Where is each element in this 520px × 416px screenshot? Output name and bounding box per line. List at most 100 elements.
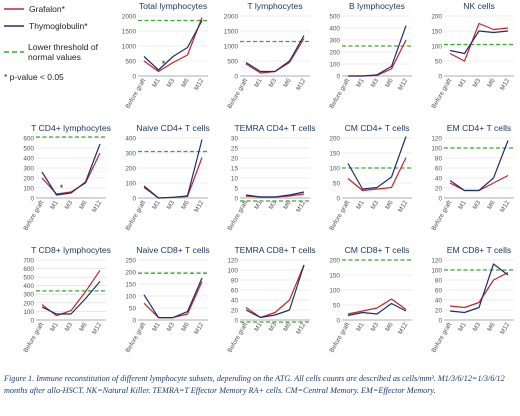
y-tick-label: 500	[227, 58, 238, 65]
legend-threshold-label: Lower threshold of normal values	[28, 42, 98, 62]
x-tick-label: M3	[64, 321, 75, 333]
thymoglobulin-line	[245, 35, 305, 73]
figure-panel-grid: Grafalon* Thymoglobulin* Lower threshold…	[4, 1, 514, 354]
x-tick-label: M3	[166, 321, 177, 333]
y-tick-label: 20	[231, 155, 239, 162]
y-tick-label: 500	[125, 58, 136, 65]
y-tick-label: 200	[125, 165, 136, 172]
thymoglobulin-line	[449, 140, 509, 192]
y-tick-label: 200	[23, 175, 34, 182]
y-tick-label: 250	[125, 257, 136, 264]
y-tick-label: 300	[23, 292, 34, 299]
x-tick-label: M3	[268, 77, 279, 89]
chart-title: Naive CD8+ T cells	[136, 245, 209, 255]
x-tick-label: Before graft	[328, 199, 351, 232]
x-tick-label: M12	[397, 321, 410, 336]
x-tick-label: M6	[78, 199, 89, 211]
y-tick-label: 100	[431, 43, 442, 50]
thymoglobulin-line	[41, 143, 101, 196]
y-tick-label: 1500	[122, 28, 137, 35]
y-tick-label: 200	[23, 300, 34, 307]
y-tick-label: 400	[125, 135, 136, 142]
y-tick-label: 200	[329, 49, 340, 56]
legend-pvalue-note: * p-value < 0.05	[4, 72, 64, 82]
x-tick-label: M12	[193, 77, 206, 92]
significance-star: *	[60, 183, 64, 193]
y-tick-label: 100	[431, 267, 442, 274]
y-tick-label: 0	[438, 195, 442, 202]
x-tick-label: M6	[282, 77, 293, 89]
x-tick-label: M12	[91, 321, 104, 336]
y-tick-label: 600	[23, 266, 34, 273]
y-tick-label: 50	[129, 305, 137, 312]
y-tick-label: 20	[231, 307, 239, 314]
y-tick-label: 2000	[224, 13, 239, 20]
y-tick-label: 100	[431, 145, 442, 152]
y-tick-label: 0	[234, 195, 238, 202]
x-tick-label: M3	[370, 321, 381, 333]
y-tick-label: 100	[227, 267, 238, 274]
y-tick-label: 150	[431, 28, 442, 35]
x-tick-label: M1	[49, 199, 60, 211]
y-tick-label: 500	[329, 13, 340, 20]
x-tick-label: M6	[486, 321, 497, 333]
y-tick-label: 40	[435, 175, 443, 182]
y-tick-label: 60	[231, 287, 239, 294]
y-tick-label: 20	[435, 307, 443, 314]
thymoglobulin-line	[449, 30, 509, 55]
y-tick-label: 60	[435, 165, 443, 172]
y-tick-label: 2000	[122, 13, 137, 20]
y-tick-label: 150	[329, 272, 340, 279]
y-tick-label: 25	[231, 145, 239, 152]
chart-panel: Total lymphocytes 0 500 1000 1500 2000 Before …	[122, 1, 208, 110]
grafalon-line	[347, 298, 407, 315]
x-tick-label: M1	[355, 199, 366, 211]
x-tick-label: Before graft	[124, 199, 147, 232]
grafalon-line	[347, 157, 407, 192]
y-tick-label: 15	[231, 165, 239, 172]
thymoglobulin-line	[347, 136, 407, 190]
x-tick-label: M1	[355, 321, 366, 333]
x-tick-label: M3	[268, 321, 279, 333]
chart-title: NK cells	[463, 1, 495, 11]
y-tick-label: 80	[231, 277, 239, 284]
x-tick-label: M6	[384, 321, 395, 333]
y-tick-label: 100	[125, 180, 136, 187]
chart-panel: T CD8+ lymphocytes0100200300400500600700…	[22, 245, 110, 354]
thymoglobulin-line	[143, 277, 203, 319]
x-tick-label: M3	[166, 199, 177, 211]
x-tick-label: M3	[472, 77, 483, 89]
chart-title: TEMRA CD4+ T cells	[234, 123, 315, 133]
x-tick-label: M6	[384, 199, 395, 211]
x-tick-label: M12	[397, 199, 410, 214]
y-tick-label: 120	[431, 135, 442, 142]
x-tick-label: M6	[180, 199, 191, 211]
thymoglobulin-line	[41, 281, 101, 315]
y-tick-label: 400	[329, 25, 340, 32]
y-tick-label: 0	[132, 73, 136, 80]
chart-title: Naive CD4+ T cells	[136, 123, 209, 133]
chart-title: TEMRA CD8+ T cells	[234, 245, 315, 255]
y-tick-label: 1000	[122, 43, 137, 50]
y-tick-label: 50	[333, 302, 341, 309]
chart-panel: Naive CD8+ T cells 0 50 100 150 200 250 Before …	[124, 245, 209, 354]
chart-title: T CD4+ lymphocytes	[31, 123, 111, 133]
x-tick-label: M6	[282, 321, 293, 333]
x-tick-label: M6	[384, 77, 395, 89]
x-tick-label: Before graft	[328, 77, 351, 110]
grafalon-line	[449, 271, 509, 309]
y-tick-label: 5	[234, 185, 238, 192]
y-tick-label: 200	[431, 13, 442, 20]
grafalon-line	[245, 264, 305, 319]
x-tick-label: M12	[91, 199, 104, 214]
y-tick-label: 80	[435, 155, 443, 162]
x-tick-label: M3	[472, 199, 483, 211]
x-tick-label: M1	[253, 321, 264, 333]
x-tick-label: Before graft	[22, 199, 45, 232]
x-tick-label: M6	[78, 321, 89, 333]
y-tick-label: 150	[329, 150, 340, 157]
x-tick-label: M3	[370, 199, 381, 211]
x-tick-label: M6	[282, 199, 293, 211]
y-tick-label: 600	[23, 135, 34, 142]
x-tick-label: Before graft	[430, 77, 453, 110]
